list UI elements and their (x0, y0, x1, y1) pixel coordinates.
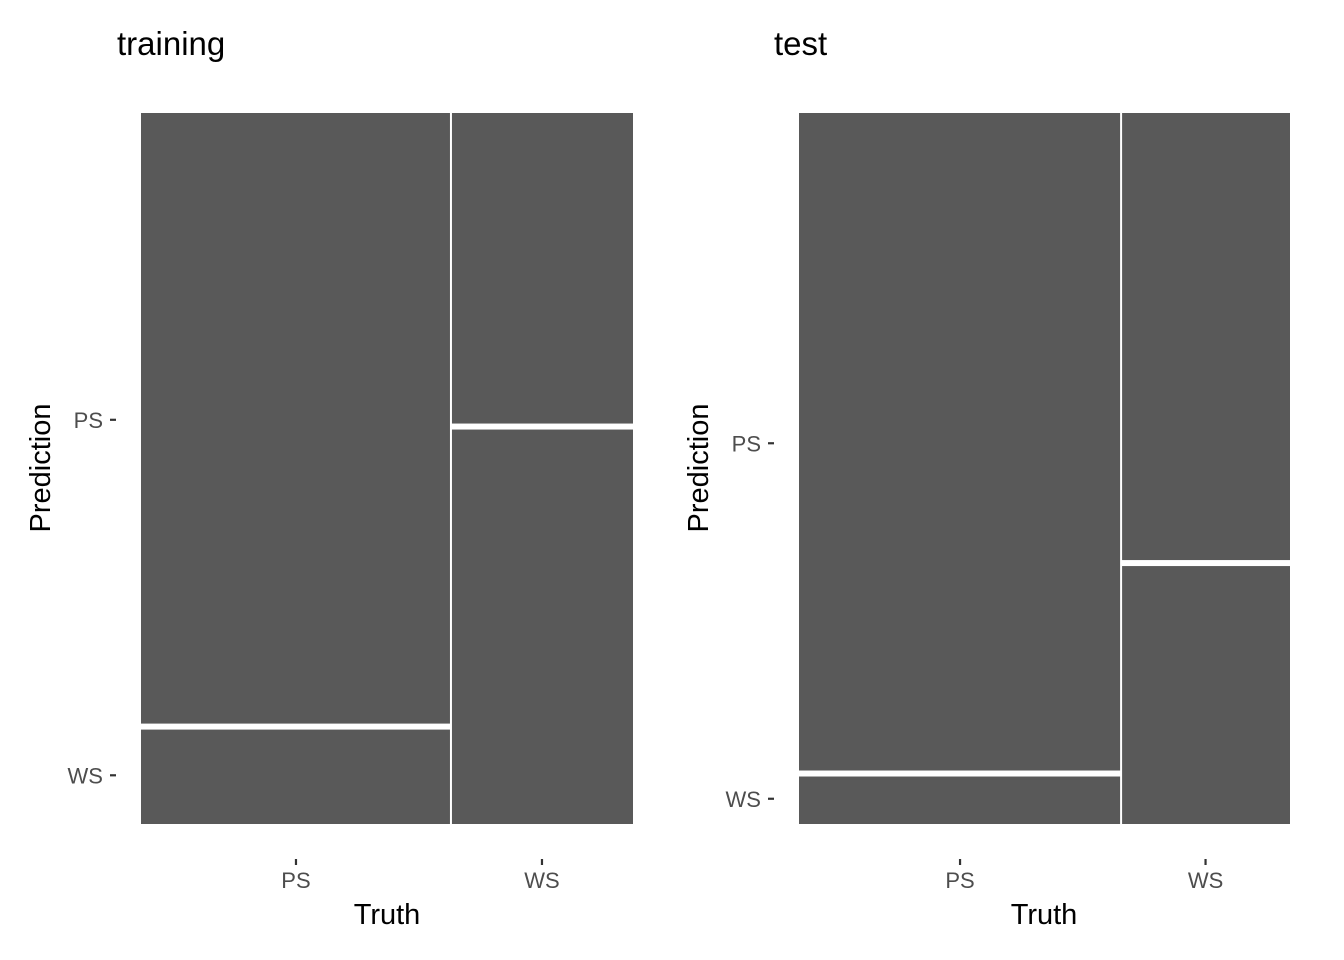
test-panel: test PS WS PS WS Truth Prediction (683, 25, 1290, 931)
mosaic-tiles (141, 113, 633, 824)
x-axis-ticks: PS WS (281, 859, 560, 893)
y-tick-label: WS (726, 787, 761, 812)
training-panel: training PS WS PS WS Truth Prediction (25, 25, 633, 931)
tile-truth-ws-pred-ws (451, 429, 633, 824)
x-tick-label: PS (281, 868, 310, 893)
y-tick-label: PS (74, 408, 103, 433)
x-tick-label: WS (1188, 868, 1223, 893)
y-tick-label: WS (68, 763, 103, 788)
tile-truth-ws-pred-ws (1122, 566, 1290, 824)
mosaic-tiles (799, 113, 1290, 824)
tile-truth-ws-pred-ps (1122, 113, 1290, 561)
tile-truth-ps-pred-ps (141, 113, 450, 724)
tile-truth-ws-pred-ps (451, 113, 633, 424)
y-axis-ticks: PS WS (726, 431, 774, 812)
x-axis-title: Truth (354, 899, 421, 931)
x-tick-label: PS (945, 868, 974, 893)
y-axis-title: Prediction (683, 404, 715, 533)
y-tick-label: PS (732, 431, 761, 456)
y-axis-ticks: PS WS (68, 408, 116, 788)
tile-truth-ps-pred-ws (141, 729, 450, 824)
y-axis-title: Prediction (25, 404, 57, 533)
x-tick-label: WS (524, 868, 559, 893)
tile-truth-ps-pred-ps (799, 113, 1121, 771)
panel-title: training (117, 25, 225, 62)
tile-truth-ps-pred-ws (799, 776, 1121, 824)
panel-title: test (774, 25, 827, 62)
x-axis-title: Truth (1011, 899, 1078, 931)
x-axis-ticks: PS WS (945, 859, 1223, 893)
